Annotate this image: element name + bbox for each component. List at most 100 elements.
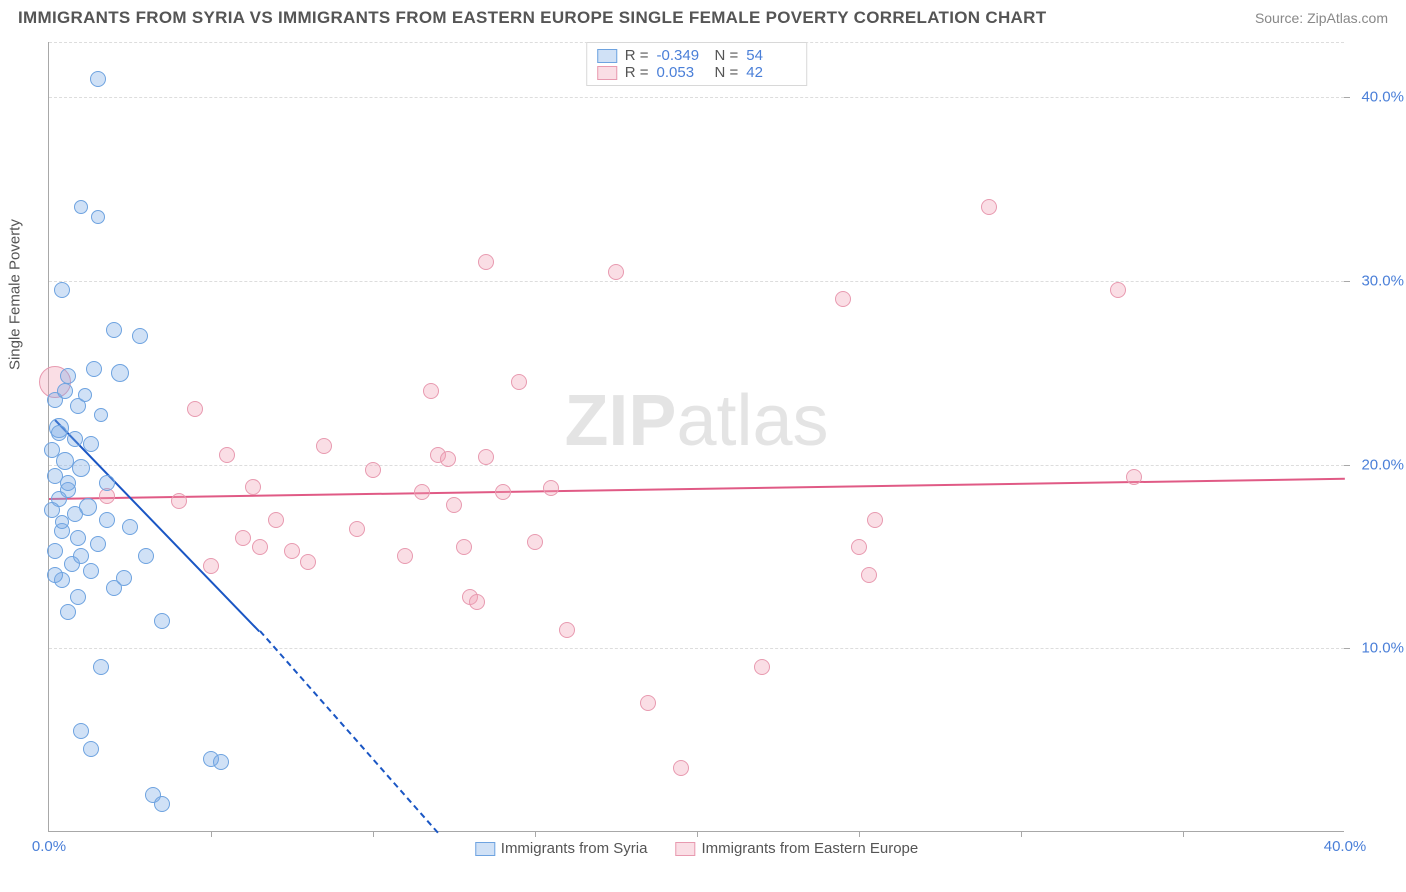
tick-mark [697, 831, 698, 837]
point-eastern-europe [414, 484, 430, 500]
point-eastern-europe [469, 594, 485, 610]
point-eastern-europe [440, 451, 456, 467]
grid-line [49, 465, 1344, 466]
legend-correlation: R =-0.349N =54R = 0.053N =42 [586, 42, 808, 86]
trend-line [49, 477, 1345, 499]
tick-mark [373, 831, 374, 837]
legend-swatch [597, 49, 617, 63]
legend-swatch [675, 842, 695, 856]
grid-line [49, 97, 1344, 98]
point-eastern-europe [456, 539, 472, 555]
y-axis-label: Single Female Poverty [7, 219, 24, 370]
point-syria [47, 543, 63, 559]
point-syria [55, 515, 69, 529]
point-eastern-europe [316, 438, 332, 454]
point-syria [99, 475, 115, 491]
point-eastern-europe [171, 493, 187, 509]
point-eastern-europe [446, 497, 462, 513]
point-eastern-europe [245, 479, 261, 495]
legend-row: R =-0.349N =54 [597, 47, 797, 64]
point-syria [78, 388, 92, 402]
chart-area: Single Female Poverty ZIPatlas R =-0.349… [48, 42, 1344, 832]
point-syria [72, 459, 90, 477]
point-eastern-europe [300, 554, 316, 570]
point-eastern-europe [1126, 469, 1142, 485]
point-syria [154, 613, 170, 629]
point-syria [132, 328, 148, 344]
x-tick-label: 40.0% [1324, 838, 1367, 855]
point-syria [83, 563, 99, 579]
point-syria [138, 548, 154, 564]
point-syria [47, 567, 63, 583]
legend-row: R = 0.053N =42 [597, 64, 797, 81]
legend-series: Immigrants from Syria Immigrants from Eas… [475, 840, 918, 857]
point-eastern-europe [511, 374, 527, 390]
tick-mark [535, 831, 536, 837]
point-eastern-europe [268, 512, 284, 528]
watermark: ZIPatlas [564, 380, 828, 462]
tick-mark [211, 831, 212, 837]
y-tick-label: 30.0% [1349, 272, 1404, 289]
y-tick-label: 40.0% [1349, 89, 1404, 106]
point-syria [54, 282, 70, 298]
point-syria [67, 506, 83, 522]
legend-label: Immigrants from Syria [501, 840, 648, 857]
point-syria [51, 425, 67, 441]
point-eastern-europe [203, 558, 219, 574]
point-syria [154, 796, 170, 812]
point-eastern-europe [754, 659, 770, 675]
point-eastern-europe [252, 539, 268, 555]
tick-mark [1344, 97, 1350, 98]
point-syria [83, 436, 99, 452]
point-syria [99, 512, 115, 528]
point-eastern-europe [478, 449, 494, 465]
point-eastern-europe [867, 512, 883, 528]
legend-item: Immigrants from Syria [475, 840, 648, 857]
point-syria [91, 210, 105, 224]
point-eastern-europe [495, 484, 511, 500]
y-tick-label: 20.0% [1349, 456, 1404, 473]
point-eastern-europe [835, 291, 851, 307]
y-tick-label: 10.0% [1349, 640, 1404, 657]
point-eastern-europe [397, 548, 413, 564]
tick-mark [1344, 465, 1350, 466]
trend-line [259, 630, 439, 833]
tick-mark [1344, 648, 1350, 649]
point-syria [90, 71, 106, 87]
point-syria [116, 570, 132, 586]
point-eastern-europe [349, 521, 365, 537]
point-eastern-europe [543, 480, 559, 496]
legend-swatch [597, 66, 617, 80]
point-syria [67, 431, 83, 447]
point-syria [213, 754, 229, 770]
grid-line [49, 281, 1344, 282]
point-eastern-europe [365, 462, 381, 478]
tick-mark [1183, 831, 1184, 837]
point-syria [74, 200, 88, 214]
tick-mark [1344, 281, 1350, 282]
point-syria [60, 368, 76, 384]
point-syria [73, 723, 89, 739]
point-syria [70, 530, 86, 546]
point-syria [60, 475, 76, 491]
point-eastern-europe [673, 760, 689, 776]
x-tick-label: 0.0% [32, 838, 66, 855]
point-eastern-europe [219, 447, 235, 463]
point-syria [70, 589, 86, 605]
point-syria [90, 536, 106, 552]
point-syria [57, 383, 73, 399]
point-eastern-europe [423, 383, 439, 399]
tick-mark [859, 831, 860, 837]
point-eastern-europe [559, 622, 575, 638]
point-syria [86, 361, 102, 377]
tick-mark [1021, 831, 1022, 837]
point-eastern-europe [981, 199, 997, 215]
point-syria [93, 659, 109, 675]
point-eastern-europe [640, 695, 656, 711]
point-eastern-europe [527, 534, 543, 550]
legend-item: Immigrants from Eastern Europe [675, 840, 918, 857]
point-syria [106, 322, 122, 338]
point-eastern-europe [1110, 282, 1126, 298]
legend-swatch [475, 842, 495, 856]
chart-title: IMMIGRANTS FROM SYRIA VS IMMIGRANTS FROM… [18, 8, 1046, 28]
